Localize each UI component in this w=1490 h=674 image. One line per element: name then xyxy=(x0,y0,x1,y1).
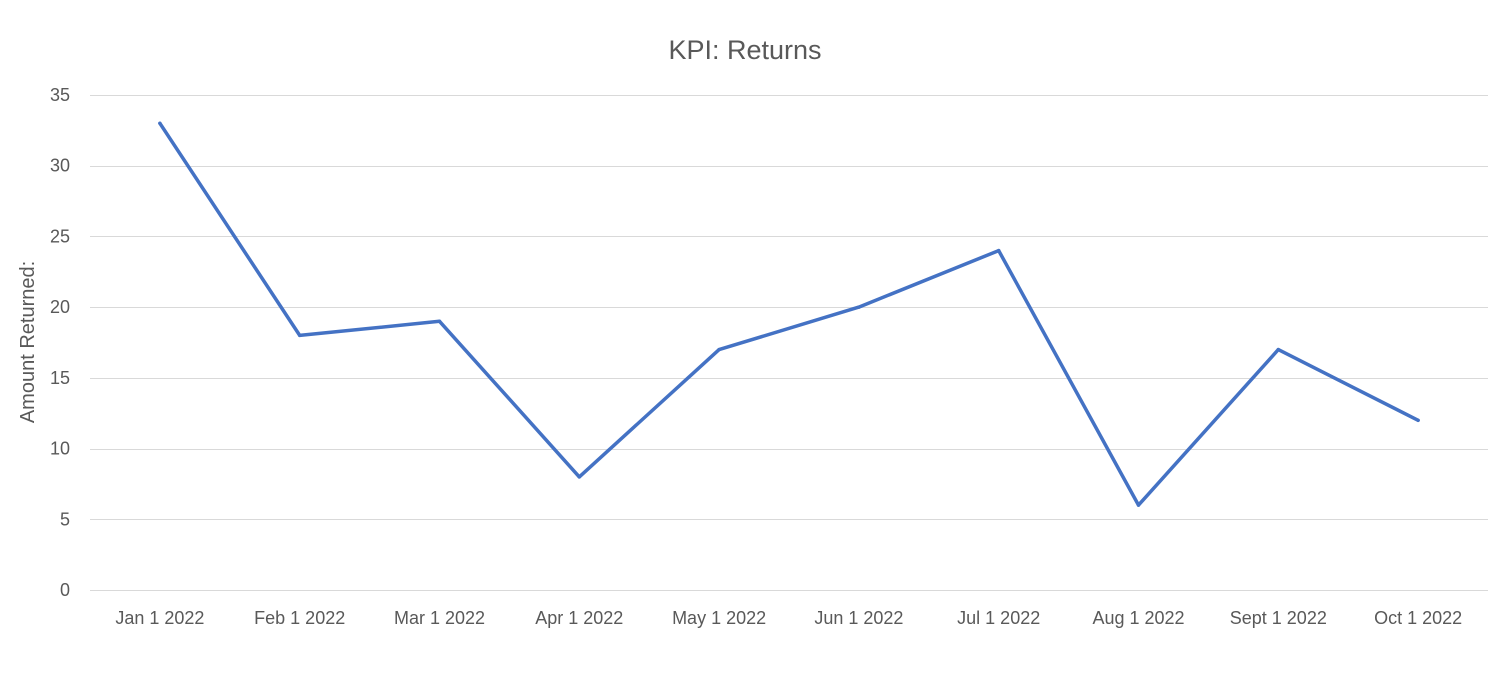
data-point xyxy=(298,333,302,338)
data-point xyxy=(717,347,721,352)
data-point xyxy=(437,319,442,323)
data-point xyxy=(158,121,162,125)
x-tick-label: Apr 1 2022 xyxy=(535,608,623,628)
chart-title: KPI: Returns xyxy=(668,35,821,65)
y-tick-label: 10 xyxy=(50,439,70,459)
x-tick-label: Aug 1 2022 xyxy=(1092,608,1184,628)
y-tick-label: 0 xyxy=(60,580,70,600)
y-tick-label: 20 xyxy=(50,297,70,317)
series-line-0 xyxy=(158,121,1420,507)
series-layer xyxy=(158,121,1420,507)
x-tick-label: Mar 1 2022 xyxy=(394,608,485,628)
x-tick-label: May 1 2022 xyxy=(672,608,766,628)
x-tick-label: Oct 1 2022 xyxy=(1374,608,1462,628)
x-axis-ticks: Jan 1 2022 Feb 1 2022 Mar 1 2022 Apr 1 2022… xyxy=(115,608,1462,628)
x-tick-label: Jul 1 2022 xyxy=(957,608,1040,628)
x-tick-label: Jan 1 2022 xyxy=(115,608,204,628)
data-point xyxy=(857,305,861,309)
y-axis-ticks: 0 5 10 15 20 25 30 35 xyxy=(50,85,70,600)
data-point xyxy=(1136,503,1141,507)
data-point xyxy=(1416,418,1420,422)
x-tick-label: Sept 1 2022 xyxy=(1230,608,1327,628)
x-tick-label: Feb 1 2022 xyxy=(254,608,345,628)
data-point xyxy=(577,475,581,479)
data-point xyxy=(997,248,1001,253)
y-tick-label: 25 xyxy=(50,226,70,246)
y-tick-label: 35 xyxy=(50,85,70,105)
x-tick-label: Jun 1 2022 xyxy=(814,608,903,628)
y-tick-label: 5 xyxy=(60,509,70,529)
y-tick-label: 15 xyxy=(50,368,70,388)
data-point xyxy=(1276,347,1281,352)
gridlines xyxy=(90,95,1488,591)
y-tick-label: 30 xyxy=(50,156,70,176)
y-axis-label: Amount Returned: xyxy=(17,261,39,423)
